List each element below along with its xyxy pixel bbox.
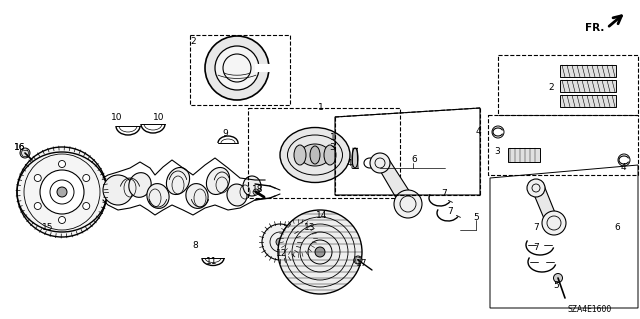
Circle shape: [205, 36, 269, 100]
Text: 2: 2: [190, 38, 196, 47]
Bar: [560, 80, 616, 92]
Ellipse shape: [166, 167, 189, 195]
Circle shape: [554, 273, 563, 283]
Text: 8: 8: [192, 241, 198, 250]
Circle shape: [278, 210, 362, 294]
Text: 6: 6: [411, 155, 417, 165]
Circle shape: [315, 247, 325, 257]
Ellipse shape: [103, 175, 133, 205]
Text: 18: 18: [252, 184, 264, 194]
Text: SZA4E1600: SZA4E1600: [568, 306, 612, 315]
Text: FR.: FR.: [584, 23, 604, 33]
Circle shape: [527, 179, 545, 197]
Text: 14: 14: [316, 211, 328, 219]
Circle shape: [262, 224, 298, 260]
Text: 7: 7: [447, 207, 453, 217]
Bar: [190, 35, 290, 105]
Bar: [560, 65, 616, 77]
Circle shape: [57, 187, 67, 197]
Text: 11: 11: [206, 257, 218, 266]
Text: 7: 7: [533, 224, 539, 233]
Text: 4: 4: [475, 128, 481, 137]
Text: 15: 15: [42, 224, 54, 233]
Ellipse shape: [294, 145, 306, 165]
Text: 17: 17: [356, 259, 368, 269]
Circle shape: [35, 203, 41, 210]
Circle shape: [17, 147, 107, 237]
Circle shape: [83, 203, 90, 210]
Text: 12: 12: [276, 249, 288, 258]
Circle shape: [40, 170, 84, 214]
Text: 13: 13: [304, 224, 316, 233]
Text: 10: 10: [111, 114, 123, 122]
Circle shape: [35, 174, 41, 182]
Circle shape: [276, 238, 284, 246]
Circle shape: [282, 222, 314, 254]
Ellipse shape: [243, 176, 261, 196]
Text: 16: 16: [14, 144, 26, 152]
Text: 1: 1: [318, 102, 324, 112]
Text: 9: 9: [222, 129, 228, 137]
Ellipse shape: [310, 146, 320, 164]
Text: 2: 2: [548, 84, 554, 93]
Ellipse shape: [129, 173, 151, 197]
Text: 5: 5: [473, 213, 479, 222]
Ellipse shape: [186, 184, 208, 208]
Circle shape: [58, 217, 65, 224]
Text: 7: 7: [441, 189, 447, 198]
Text: 6: 6: [614, 224, 620, 233]
Bar: [248, 108, 400, 198]
Ellipse shape: [207, 167, 230, 195]
Ellipse shape: [280, 128, 350, 182]
Circle shape: [83, 174, 90, 182]
Ellipse shape: [300, 144, 330, 166]
Ellipse shape: [147, 184, 169, 208]
Circle shape: [215, 46, 259, 90]
Text: 5: 5: [553, 280, 559, 290]
Circle shape: [370, 153, 390, 173]
Circle shape: [542, 211, 566, 235]
Text: 3: 3: [494, 147, 500, 157]
Bar: [560, 95, 616, 107]
Circle shape: [58, 160, 65, 167]
Ellipse shape: [352, 148, 358, 168]
Text: 4: 4: [346, 159, 352, 167]
Text: 10: 10: [153, 114, 164, 122]
Ellipse shape: [324, 145, 336, 165]
Text: 16: 16: [14, 144, 26, 152]
Bar: [498, 55, 638, 115]
Circle shape: [394, 190, 422, 218]
Circle shape: [354, 256, 362, 264]
Text: 7: 7: [533, 243, 539, 253]
Text: 3: 3: [329, 144, 335, 152]
Bar: [508, 148, 540, 162]
Circle shape: [20, 148, 30, 158]
Polygon shape: [375, 158, 415, 208]
Text: 4: 4: [620, 162, 626, 172]
Text: 1: 1: [330, 132, 336, 142]
Ellipse shape: [227, 184, 247, 206]
Circle shape: [253, 189, 259, 195]
Polygon shape: [530, 183, 560, 228]
Bar: [488, 115, 638, 175]
